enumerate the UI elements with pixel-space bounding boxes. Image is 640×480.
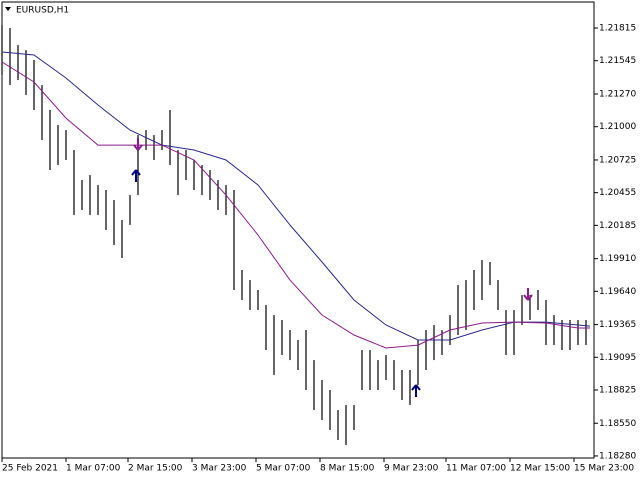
signal-arrow-down xyxy=(523,288,533,301)
y-tick-label: 1.21545 xyxy=(599,56,636,66)
signal-arrow-up xyxy=(411,384,421,398)
y-tick-label: 1.20185 xyxy=(599,221,636,231)
y-tick-label: 1.21000 xyxy=(599,122,636,132)
plot-frame xyxy=(1,1,595,459)
y-tick-label: 1.18280 xyxy=(599,451,636,461)
y-tick-label: 1.18550 xyxy=(599,419,636,429)
x-tick-label: 8 Mar 15:00 xyxy=(320,464,375,474)
symbol-menu-icon xyxy=(5,7,11,11)
x-tick-label: 3 Mar 23:00 xyxy=(192,464,247,474)
chart-title: EURUSD,H1 xyxy=(16,6,69,16)
x-tick-label: 9 Mar 23:00 xyxy=(384,464,439,474)
x-tick-label: 12 Mar 15:00 xyxy=(510,464,570,474)
moving-average xyxy=(1,51,591,341)
y-tick-label: 1.18825 xyxy=(599,385,636,395)
y-tick-label: 1.19365 xyxy=(599,320,636,330)
x-tick-label: 15 Mar 23:00 xyxy=(574,464,634,474)
y-tick-label: 1.19640 xyxy=(599,287,636,297)
x-tick-label: 1 Mar 07:00 xyxy=(66,464,121,474)
x-tick-label: 11 Mar 07:00 xyxy=(446,464,506,474)
signal-arrow-up xyxy=(131,169,141,183)
y-tick-label: 1.21270 xyxy=(599,89,636,99)
x-tick-label: 5 Mar 07:00 xyxy=(256,464,311,474)
y-tick-label: 1.19095 xyxy=(599,353,636,363)
y-tick-label: 1.21815 xyxy=(599,24,636,34)
x-tick-label: 25 Feb 2021 xyxy=(2,464,58,474)
y-tick-label: 1.20725 xyxy=(599,155,636,165)
moving-average xyxy=(1,61,590,349)
y-tick-label: 1.20455 xyxy=(599,188,636,198)
signal-arrow-down xyxy=(133,138,143,151)
x-tick-label: 2 Mar 15:00 xyxy=(128,464,183,474)
y-tick-label: 1.19910 xyxy=(599,254,636,264)
